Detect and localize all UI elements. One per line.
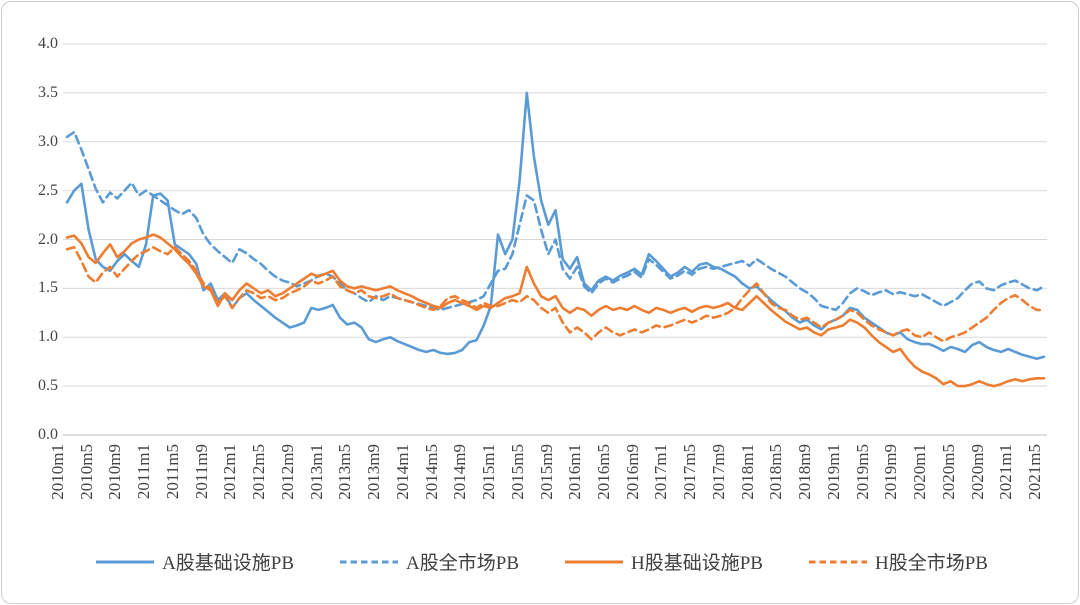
y-tick-label: 3.0 [38, 132, 58, 150]
y-tick-label: 1.0 [38, 328, 58, 346]
y-tick-label: 1.5 [38, 279, 58, 297]
x-tick-label: 2021m1 [996, 444, 1016, 500]
y-tick-label: 2.5 [38, 181, 58, 199]
x-tick-label: 2015m1 [479, 444, 499, 500]
x-tick-label: 2013m1 [306, 444, 326, 500]
x-tick-label: 2015m9 [536, 444, 556, 500]
y-tick-label: 2.0 [38, 230, 58, 248]
x-tick-label: 2017m1 [651, 444, 671, 500]
x-tick-label: 2020m1 [910, 444, 930, 500]
x-tick-label: 2015m5 [507, 444, 527, 500]
x-tick-label: 2020m5 [938, 444, 958, 500]
legend-item-2: H股基础设施PB [565, 548, 763, 575]
x-tick-label: 2017m5 [680, 444, 700, 500]
x-tick-label: 2014m1 [392, 444, 412, 500]
legend-item-1: A股全市场PB [340, 548, 519, 575]
x-tick-label: 2017m9 [708, 444, 728, 500]
x-tick-label: 2018m5 [766, 444, 786, 500]
y-tick-label: 4.0 [38, 35, 58, 52]
legend-label: A股全市场PB [406, 553, 519, 574]
x-tick-label: 2013m5 [335, 444, 355, 500]
x-tick-label: 2011m5 [162, 444, 182, 500]
legend-solid-line-swatch [565, 560, 623, 563]
legend-label: H股基础设施PB [631, 553, 763, 574]
legend-label: A股基础设施PB [162, 553, 295, 574]
y-tick-label: 3.5 [38, 83, 58, 101]
legend-label: H股全市场PB [874, 553, 988, 574]
x-tick-label: 2019m5 [852, 444, 872, 500]
x-tick-label: 2011m9 [191, 444, 211, 500]
series-line-1-dashed [65, 130, 1046, 312]
x-tick-label: 2021m5 [1025, 444, 1044, 500]
x-tick-label: 2010m5 [76, 444, 96, 500]
x-tick-label: 2012m9 [277, 444, 297, 500]
series-line-0-solid [65, 91, 1046, 361]
legend: A股基础设施PB A股全市场PB H股基础设施PB H股全市场PB [2, 548, 1078, 575]
x-tick-label: 2020m9 [967, 444, 987, 500]
x-tick-label: 2016m9 [622, 444, 642, 500]
x-tick-label: 2014m9 [450, 444, 470, 500]
y-tick-label: 0.0 [38, 426, 58, 443]
legend-item-3: H股全市场PB [808, 548, 988, 575]
y-tick-label: 0.5 [38, 377, 58, 395]
x-tick-label: 2012m1 [220, 444, 240, 500]
x-tick-label: 2012m5 [249, 444, 269, 500]
x-tick-label: 2014m5 [421, 444, 441, 500]
x-tick-label: 2019m9 [881, 444, 901, 500]
x-tick-label: 2018m1 [737, 444, 757, 500]
x-tick-label: 2016m1 [565, 444, 585, 500]
x-tick-label: 2018m9 [795, 444, 815, 500]
x-tick-label: 2010m1 [48, 444, 67, 500]
series-line-2-solid [65, 233, 1046, 388]
x-tick-label: 2016m5 [593, 444, 613, 500]
x-tick-label: 2013m9 [364, 444, 384, 500]
legend-item-0: A股基础设施PB [96, 548, 294, 575]
legend-dashed-line-swatch [340, 560, 399, 563]
legend-dashed-line-swatch [808, 560, 867, 563]
x-tick-label: 2019m1 [823, 444, 843, 500]
x-tick-label: 2010m9 [105, 444, 125, 500]
legend-solid-line-swatch [96, 560, 155, 563]
series-line-3-dashed [65, 246, 1046, 343]
x-tick-label: 2011m1 [134, 444, 154, 500]
